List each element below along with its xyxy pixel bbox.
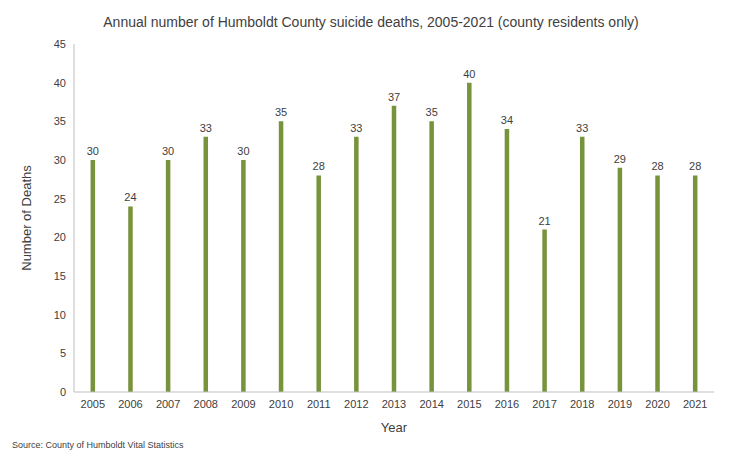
svg-text:2009: 2009 [231,398,255,410]
svg-text:2020: 2020 [645,398,669,410]
svg-text:2007: 2007 [156,398,180,410]
svg-text:30: 30 [162,145,174,157]
svg-text:0: 0 [60,386,66,398]
html-text:Annual number of Humboldt Coun: Annual number of Humboldt County suicide… [103,14,639,30]
svg-text:2013: 2013 [382,398,406,410]
svg-text:30: 30 [237,145,249,157]
svg-text:28: 28 [651,160,663,172]
svg-text:24: 24 [124,191,136,203]
svg-text:Year: Year [381,420,408,435]
svg-text:5: 5 [60,347,66,359]
svg-text:30: 30 [54,154,66,166]
svg-text:35: 35 [426,106,438,118]
svg-text:2008: 2008 [194,398,218,410]
svg-text:29: 29 [614,153,626,165]
svg-text:45: 45 [54,38,66,50]
svg-text:2012: 2012 [344,398,368,410]
svg-text:2015: 2015 [457,398,481,410]
svg-text:2016: 2016 [495,398,519,410]
svg-text:30: 30 [87,145,99,157]
svg-text:35: 35 [275,106,287,118]
svg-text:2017: 2017 [532,398,556,410]
svg-text:2014: 2014 [419,398,443,410]
svg-text:2011: 2011 [307,398,331,410]
svg-text:28: 28 [313,160,325,172]
svg-text:33: 33 [576,122,588,134]
svg-text:33: 33 [200,122,212,134]
svg-text:28: 28 [689,160,701,172]
html-text:Source: County of Humboldt Vit: Source: County of Humboldt Vital Statist… [12,440,184,450]
svg-text:37: 37 [388,91,400,103]
svg-text:35: 35 [54,115,66,127]
svg-text:25: 25 [54,193,66,205]
svg-text:21: 21 [538,215,550,227]
svg-text:34: 34 [501,114,513,126]
svg-text:40: 40 [54,77,66,89]
svg-text:Number of Deaths: Number of Deaths [19,165,34,271]
svg-text:20: 20 [54,231,66,243]
svg-text:2019: 2019 [608,398,632,410]
svg-text:10: 10 [54,309,66,321]
svg-text:2006: 2006 [118,398,142,410]
svg-text:40: 40 [463,68,475,80]
svg-text:2005: 2005 [81,398,105,410]
svg-text:2021: 2021 [683,398,707,410]
svg-text:15: 15 [54,270,66,282]
svg-text:2018: 2018 [570,398,594,410]
svg-text:33: 33 [350,122,362,134]
svg-text:2010: 2010 [269,398,293,410]
